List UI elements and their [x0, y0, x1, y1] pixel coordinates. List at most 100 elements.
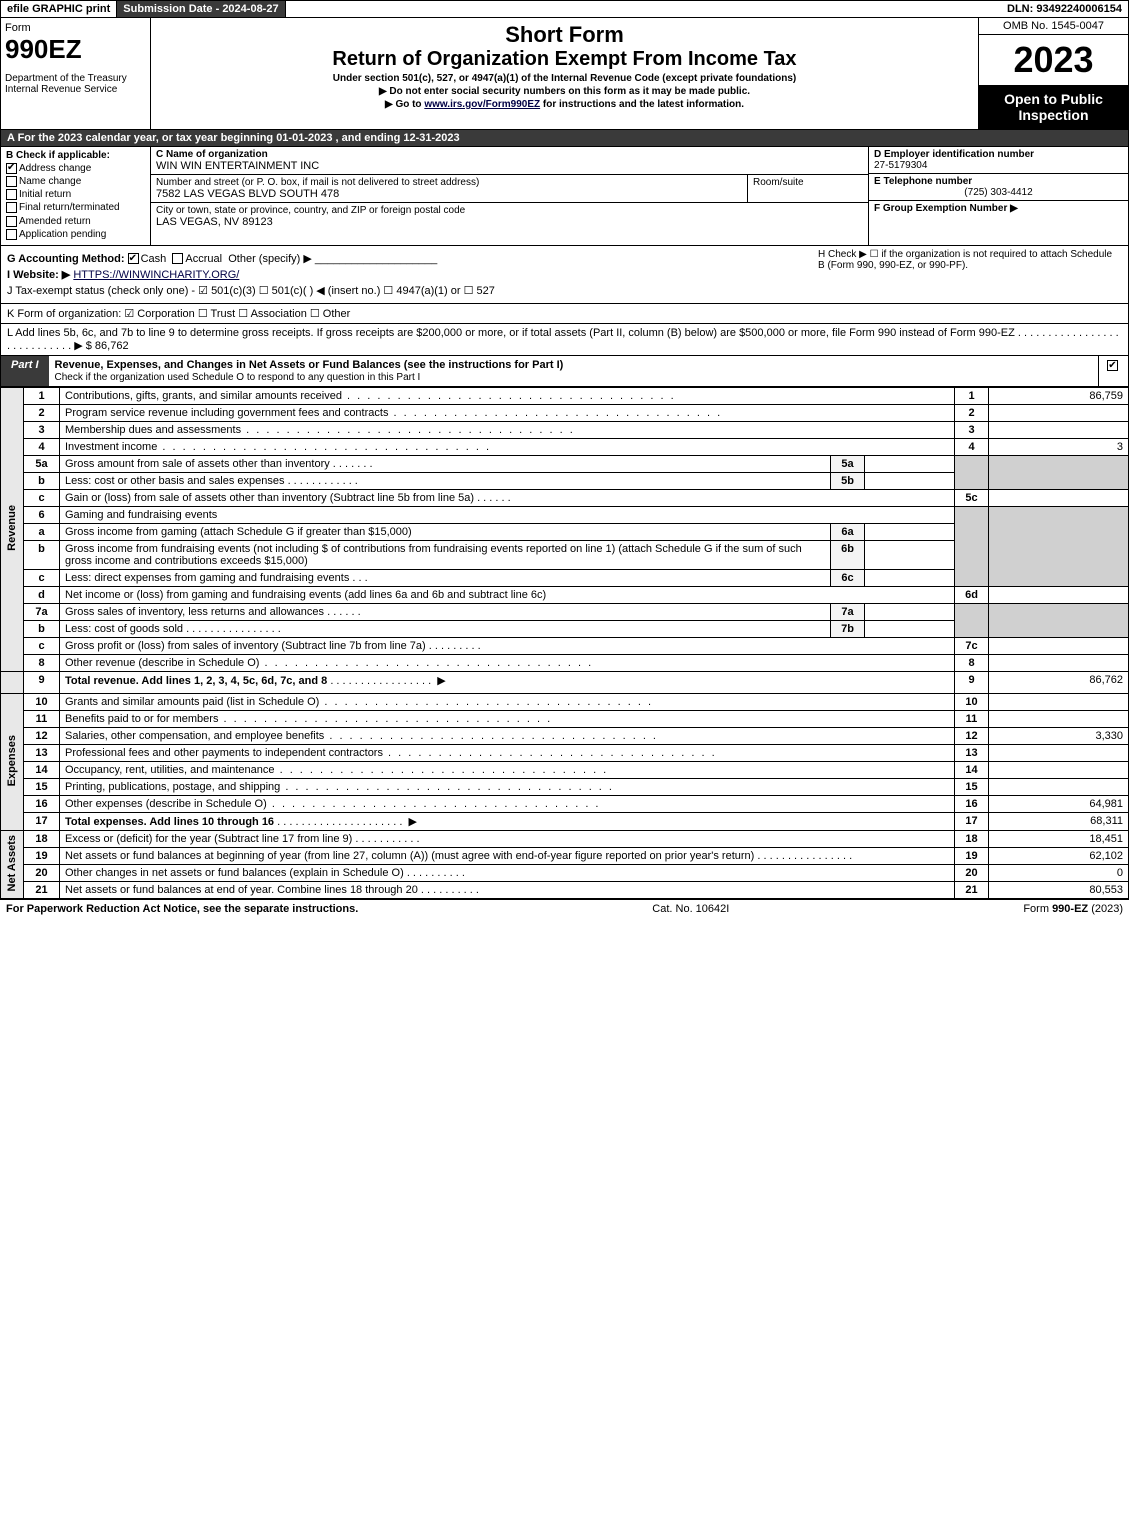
g-accrual: Accrual: [185, 253, 222, 265]
line-desc: Other expenses (describe in Schedule O): [60, 795, 955, 812]
shaded-cell: [955, 506, 989, 586]
line-desc: Gross income from fundraising events (no…: [60, 540, 831, 569]
tel-label: E Telephone number: [874, 176, 1123, 187]
cb-address-change[interactable]: Address change: [6, 163, 145, 174]
line-a-tax-year: A For the 2023 calendar year, or tax yea…: [0, 130, 1129, 147]
sub-line-no: 6a: [831, 523, 865, 540]
sub-line-val: [865, 540, 955, 569]
sub3-post: for instructions and the latest informat…: [540, 99, 744, 110]
line-desc: Gross amount from sale of assets other t…: [60, 455, 831, 472]
part-title: Revenue, Expenses, and Changes in Net As…: [49, 356, 1098, 386]
line-num: c: [24, 569, 60, 586]
line-val: [989, 654, 1129, 671]
sub-line-no: 6b: [831, 540, 865, 569]
cb-label: Initial return: [19, 189, 71, 200]
line-num: 9: [24, 671, 60, 693]
line-num: d: [24, 586, 60, 603]
line-desc: Other changes in net assets or fund bala…: [60, 864, 955, 881]
sub-line-no: 7a: [831, 603, 865, 620]
checkbox-icon: [6, 216, 17, 227]
department-label: Department of the Treasury Internal Reve…: [5, 73, 146, 95]
arrow-icon: [405, 816, 419, 828]
line-val: 64,981: [989, 795, 1129, 812]
line-no-cell: 10: [955, 693, 989, 710]
street-cell: Number and street (or P. O. box, if mail…: [151, 175, 748, 203]
line-desc: Printing, publications, postage, and shi…: [60, 778, 955, 795]
cb-initial-return[interactable]: Initial return: [6, 189, 145, 200]
line-desc: Program service revenue including govern…: [60, 404, 955, 421]
line-num: c: [24, 489, 60, 506]
sub-line-val: [865, 472, 955, 489]
line-val: 0: [989, 864, 1129, 881]
website-link[interactable]: HTTPS://WINWINCHARITY.ORG/: [73, 269, 239, 281]
line-val: [989, 404, 1129, 421]
tel-value: (725) 303-4412: [874, 187, 1123, 198]
c-name-label: C Name of organization: [156, 149, 863, 160]
org-street: 7582 LAS VEGAS BLVD SOUTH 478: [156, 188, 742, 200]
line-desc: Less: cost of goods sold . . . . . . . .…: [60, 620, 831, 637]
irs-link[interactable]: www.irs.gov/Form990EZ: [424, 99, 540, 110]
form-header: Form 990EZ Department of the Treasury In…: [0, 18, 1129, 130]
line-desc: Gross income from gaming (attach Schedul…: [60, 523, 831, 540]
ein-label: D Employer identification number: [874, 149, 1123, 160]
cb-application-pending[interactable]: Application pending: [6, 229, 145, 240]
line-k-form-of-org: K Form of organization: ☑ Corporation ☐ …: [0, 304, 1129, 324]
efile-print-label[interactable]: efile GRAPHIC print: [1, 1, 117, 17]
tax-year: 2023: [979, 35, 1128, 85]
line-num: 18: [24, 830, 60, 847]
line-num: a: [24, 523, 60, 540]
subtitle-3: ▶ Go to www.irs.gov/Form990EZ for instru…: [155, 99, 974, 110]
line-no-cell: 20: [955, 864, 989, 881]
revenue-side-extra: [1, 671, 24, 693]
submission-date-label: Submission Date - 2024-08-27: [117, 1, 285, 17]
header-right: OMB No. 1545-0047 2023 Open to Public In…: [978, 18, 1128, 129]
shaded-cell: [955, 455, 989, 489]
room-label: Room/suite: [753, 177, 804, 188]
checkbox-icon[interactable]: [128, 253, 139, 264]
section-c-name-address: C Name of organization WIN WIN ENTERTAIN…: [151, 147, 868, 245]
line-no-cell: 7c: [955, 637, 989, 654]
sub-line-no: 6c: [831, 569, 865, 586]
b-header: B Check if applicable:: [6, 150, 145, 161]
sub-line-val: [865, 569, 955, 586]
part-checkbox-cell: [1098, 356, 1128, 386]
sub-line-val: [865, 523, 955, 540]
sub-line-no: 7b: [831, 620, 865, 637]
line-l-gross-receipts: L Add lines 5b, 6c, and 7b to line 9 to …: [0, 324, 1129, 356]
line-val: [989, 421, 1129, 438]
part1-table: Revenue 1 Contributions, gifts, grants, …: [0, 387, 1129, 899]
cb-name-change[interactable]: Name change: [6, 176, 145, 187]
line-no-cell: 11: [955, 710, 989, 727]
open-to-public-badge: Open to Public Inspection: [979, 85, 1128, 129]
line-num: 11: [24, 710, 60, 727]
cb-final-return[interactable]: Final return/terminated: [6, 202, 145, 213]
line-desc: Gain or (loss) from sale of assets other…: [60, 489, 955, 506]
sub-line-val: [865, 455, 955, 472]
section-def: D Employer identification number 27-5179…: [868, 147, 1128, 245]
dln-label: DLN: 93492240006154: [1001, 1, 1128, 17]
netassets-side-label: Net Assets: [1, 830, 24, 898]
line-desc: Salaries, other compensation, and employ…: [60, 727, 955, 744]
line-num: 2: [24, 404, 60, 421]
line-no-cell: 5c: [955, 489, 989, 506]
checkbox-icon[interactable]: [1107, 360, 1118, 371]
expenses-side-label: Expenses: [1, 693, 24, 830]
line-desc: Net assets or fund balances at end of ye…: [60, 881, 955, 898]
line-h-schedule-b: H Check ▶ ☐ if the organization is not r…: [818, 249, 1118, 271]
line-no-cell: 15: [955, 778, 989, 795]
line-desc: Gross profit or (loss) from sales of inv…: [60, 637, 955, 654]
line-val: [989, 586, 1129, 603]
line-no-cell: 1: [955, 387, 989, 404]
line-num: 1: [24, 387, 60, 404]
line-no-cell: 13: [955, 744, 989, 761]
line-desc: Net income or (loss) from gaming and fun…: [60, 586, 955, 603]
line-num: 6: [24, 506, 60, 523]
line-num: 19: [24, 847, 60, 864]
room-cell: Room/suite: [748, 175, 868, 203]
cb-amended-return[interactable]: Amended return: [6, 216, 145, 227]
sub-line-val: [865, 620, 955, 637]
line-desc: Investment income: [60, 438, 955, 455]
footer-left: For Paperwork Reduction Act Notice, see …: [6, 903, 358, 915]
checkbox-icon[interactable]: [172, 253, 183, 264]
ein-value: 27-5179304: [874, 160, 1123, 171]
